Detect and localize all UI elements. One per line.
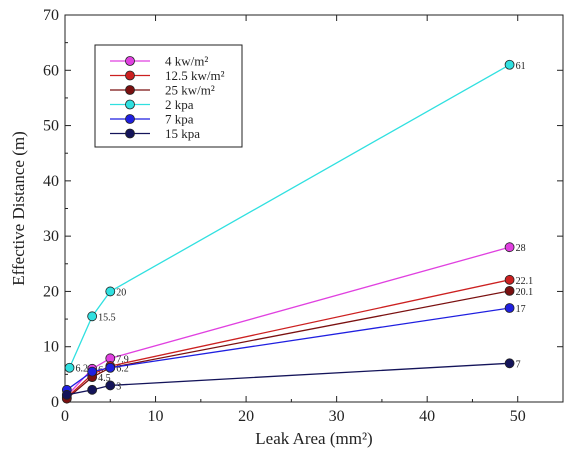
data-point [64,362,75,373]
data-label: 20 [116,287,126,298]
y-tick-label: 0 [51,394,59,411]
y-tick-label: 10 [43,339,59,356]
data-label: 6.2 [76,364,89,375]
y-tick-label: 50 [43,118,59,135]
legend-label: 12.5 kw/m² [165,68,225,83]
data-label: 20.1 [516,287,534,298]
legend-marker [125,85,135,95]
data-label: 22.1 [516,276,534,287]
series-line [66,279,510,399]
data-label: 7 [516,359,521,370]
x-tick-label: 50 [510,408,526,425]
legend-box [94,44,243,148]
data-point [105,286,116,297]
legend-marker [125,128,135,139]
legend-marker [125,70,135,81]
data-label: 4.5 [98,373,111,384]
legend-label: 4 kw/m² [165,54,208,69]
y-tick-label: 20 [43,283,59,300]
x-tick-label: 20 [238,408,254,425]
data-label: 6.2 [116,364,129,375]
x-tick-label: 0 [61,408,69,425]
series-5: 37 [61,358,521,400]
y-tick-label: 70 [43,7,59,24]
data-label: 3 [116,381,121,392]
data-label: 61 [516,61,526,72]
legend-label: 25 kw/m² [165,83,215,98]
legend-label: 7 kpa [165,112,194,127]
data-point [61,389,72,400]
data-point [504,242,515,253]
x-tick-label: 10 [148,408,164,425]
data-label: 7.9 [116,354,129,365]
legend-label: 2 kpa [165,97,194,112]
y-axis-title: Effective Distance (m) [9,131,28,286]
data-point [504,358,515,369]
legend-marker [125,99,135,110]
legend-marker [125,56,135,66]
data-label: 17 [516,304,526,315]
series-line [66,362,510,396]
x-tick-label: 40 [419,408,435,425]
data-point [504,274,515,285]
series-3: 6.2 15.5 20 61 [64,59,526,375]
series-line [66,290,510,400]
data-label: 28 [516,243,526,254]
data-label: 15.5 [98,312,116,323]
data-point [504,303,515,313]
series-1: 22.1 [61,274,534,403]
data-point [87,311,98,322]
series-2: 4.5 6.2 20.1 [61,285,534,404]
x-axis-title: Leak Area (mm²) [255,429,372,448]
data-point [504,285,515,296]
data-point [105,380,116,391]
x-tick-label: 30 [329,408,345,425]
series-line [66,307,510,391]
series-0: 67.928 [61,242,526,401]
data-point [105,362,116,373]
series-4: 17 [61,303,526,395]
data-point [87,384,98,395]
y-tick-label: 60 [43,62,59,79]
data-point [87,366,98,377]
y-tick-label: 30 [43,228,59,245]
legend-label: 15 kpa [165,126,200,141]
series-line [68,64,510,368]
y-tick-label: 40 [43,173,59,190]
series-line [66,246,510,397]
legend-marker [125,114,135,124]
data-point [504,59,515,70]
